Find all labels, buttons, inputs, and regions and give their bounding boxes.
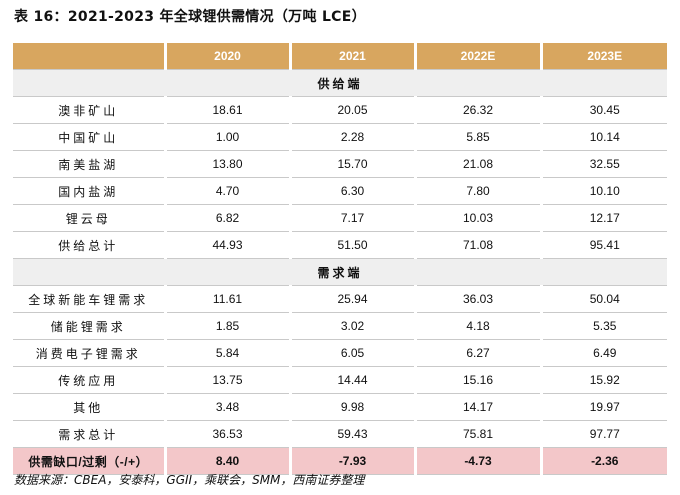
value-cell: -4.73 [415,447,543,475]
value-cell: 36.53 [165,420,292,448]
table-row: 需求总计 36.53 59.43 75.81 97.77 [13,420,667,448]
value-cell: 10.10 [541,177,667,205]
value-cell: 8.40 [165,447,292,475]
value-cell: -2.36 [541,447,667,475]
header-cell: 2021 [290,43,417,70]
row-label: 传统应用 [13,366,167,394]
value-cell: 20.05 [290,96,417,124]
value-cell: 36.03 [415,285,543,313]
value-cell: 32.55 [541,150,667,178]
value-cell: 15.92 [541,366,667,394]
value-cell: 7.17 [290,204,417,232]
row-label: 供给总计 [13,231,167,259]
value-cell: 50.04 [541,285,667,313]
value-cell: 10.14 [541,123,667,151]
value-cell: 6.27 [415,339,543,367]
table-row: 全球新能车锂需求 11.61 25.94 36.03 50.04 [13,285,667,313]
value-cell: 15.16 [415,366,543,394]
value-cell: 97.77 [541,420,667,448]
row-label: 消费电子锂需求 [13,339,167,367]
row-label: 南美盐湖 [13,150,167,178]
table-row: 其他 3.48 9.98 14.17 19.97 [13,393,667,421]
value-cell: 6.05 [290,339,417,367]
value-cell: 3.02 [290,312,417,340]
row-label: 供需缺口/过剩（-/+） [13,447,167,475]
value-cell: 13.80 [165,150,292,178]
table-row: 消费电子锂需求 5.84 6.05 6.27 6.49 [13,339,667,367]
value-cell: 6.49 [541,339,667,367]
section-label: 供给端 [13,69,667,97]
row-label: 全球新能车锂需求 [13,285,167,313]
value-cell: 21.08 [415,150,543,178]
section-row: 需求端 [13,258,667,286]
value-cell: 71.08 [415,231,543,259]
source-note: 数据来源：CBEA，安泰科，GGII，乘联会，SMM，西南证券整理 [14,473,365,487]
row-label: 需求总计 [13,420,167,448]
header-cell: 2023E [541,43,667,70]
value-cell: 5.84 [165,339,292,367]
table-row: 澳非矿山 18.61 20.05 26.32 30.45 [13,96,667,124]
value-cell: 75.81 [415,420,543,448]
value-cell: 6.82 [165,204,292,232]
section-row: 供给端 [13,69,667,97]
value-cell: 1.00 [165,123,292,151]
value-cell: 95.41 [541,231,667,259]
table-row: 储能锂需求 1.85 3.02 4.18 5.35 [13,312,667,340]
value-cell: 9.98 [290,393,417,421]
value-cell: 2.28 [290,123,417,151]
header-cell [13,43,167,70]
row-label: 中国矿山 [13,123,167,151]
value-cell: 51.50 [290,231,417,259]
header-cell: 2022E [415,43,543,70]
value-cell: 3.48 [165,393,292,421]
value-cell: 10.03 [415,204,543,232]
value-cell: 15.70 [290,150,417,178]
value-cell: 4.70 [165,177,292,205]
row-label: 国内盐湖 [13,177,167,205]
lithium-supply-demand-table: 2020 2021 2022E 2023E 供给端 澳非矿山 18.61 20.05 2… [13,43,667,475]
table-row: 供给总计 44.93 51.50 71.08 95.41 [13,231,667,259]
row-label: 锂云母 [13,204,167,232]
value-cell: 30.45 [541,96,667,124]
value-cell: 6.30 [290,177,417,205]
value-cell: 19.97 [541,393,667,421]
value-cell: -7.93 [290,447,417,475]
value-cell: 12.17 [541,204,667,232]
header-cell: 2020 [165,43,292,70]
value-cell: 14.17 [415,393,543,421]
value-cell: 13.75 [165,366,292,394]
table-row: 南美盐湖 13.80 15.70 21.08 32.55 [13,150,667,178]
table-row: 锂云母 6.82 7.17 10.03 12.17 [13,204,667,232]
row-label: 澳非矿山 [13,96,167,124]
value-cell: 18.61 [165,96,292,124]
value-cell: 14.44 [290,366,417,394]
value-cell: 26.32 [415,96,543,124]
value-cell: 44.93 [165,231,292,259]
value-cell: 7.80 [415,177,543,205]
value-cell: 4.18 [415,312,543,340]
value-cell: 5.85 [415,123,543,151]
table-row: 国内盐湖 4.70 6.30 7.80 10.10 [13,177,667,205]
value-cell: 59.43 [290,420,417,448]
value-cell: 1.85 [165,312,292,340]
header-row: 2020 2021 2022E 2023E [13,43,667,70]
section-label: 需求端 [13,258,667,286]
table-title: 表 16：2021-2023 年全球锂供需情况（万吨 LCE） [14,9,366,25]
value-cell: 11.61 [165,285,292,313]
value-cell: 25.94 [290,285,417,313]
table-row: 传统应用 13.75 14.44 15.16 15.92 [13,366,667,394]
value-cell: 5.35 [541,312,667,340]
table-row: 中国矿山 1.00 2.28 5.85 10.14 [13,123,667,151]
row-label: 储能锂需求 [13,312,167,340]
row-label: 其他 [13,393,167,421]
gap-row: 供需缺口/过剩（-/+） 8.40 -7.93 -4.73 -2.36 [13,447,667,475]
